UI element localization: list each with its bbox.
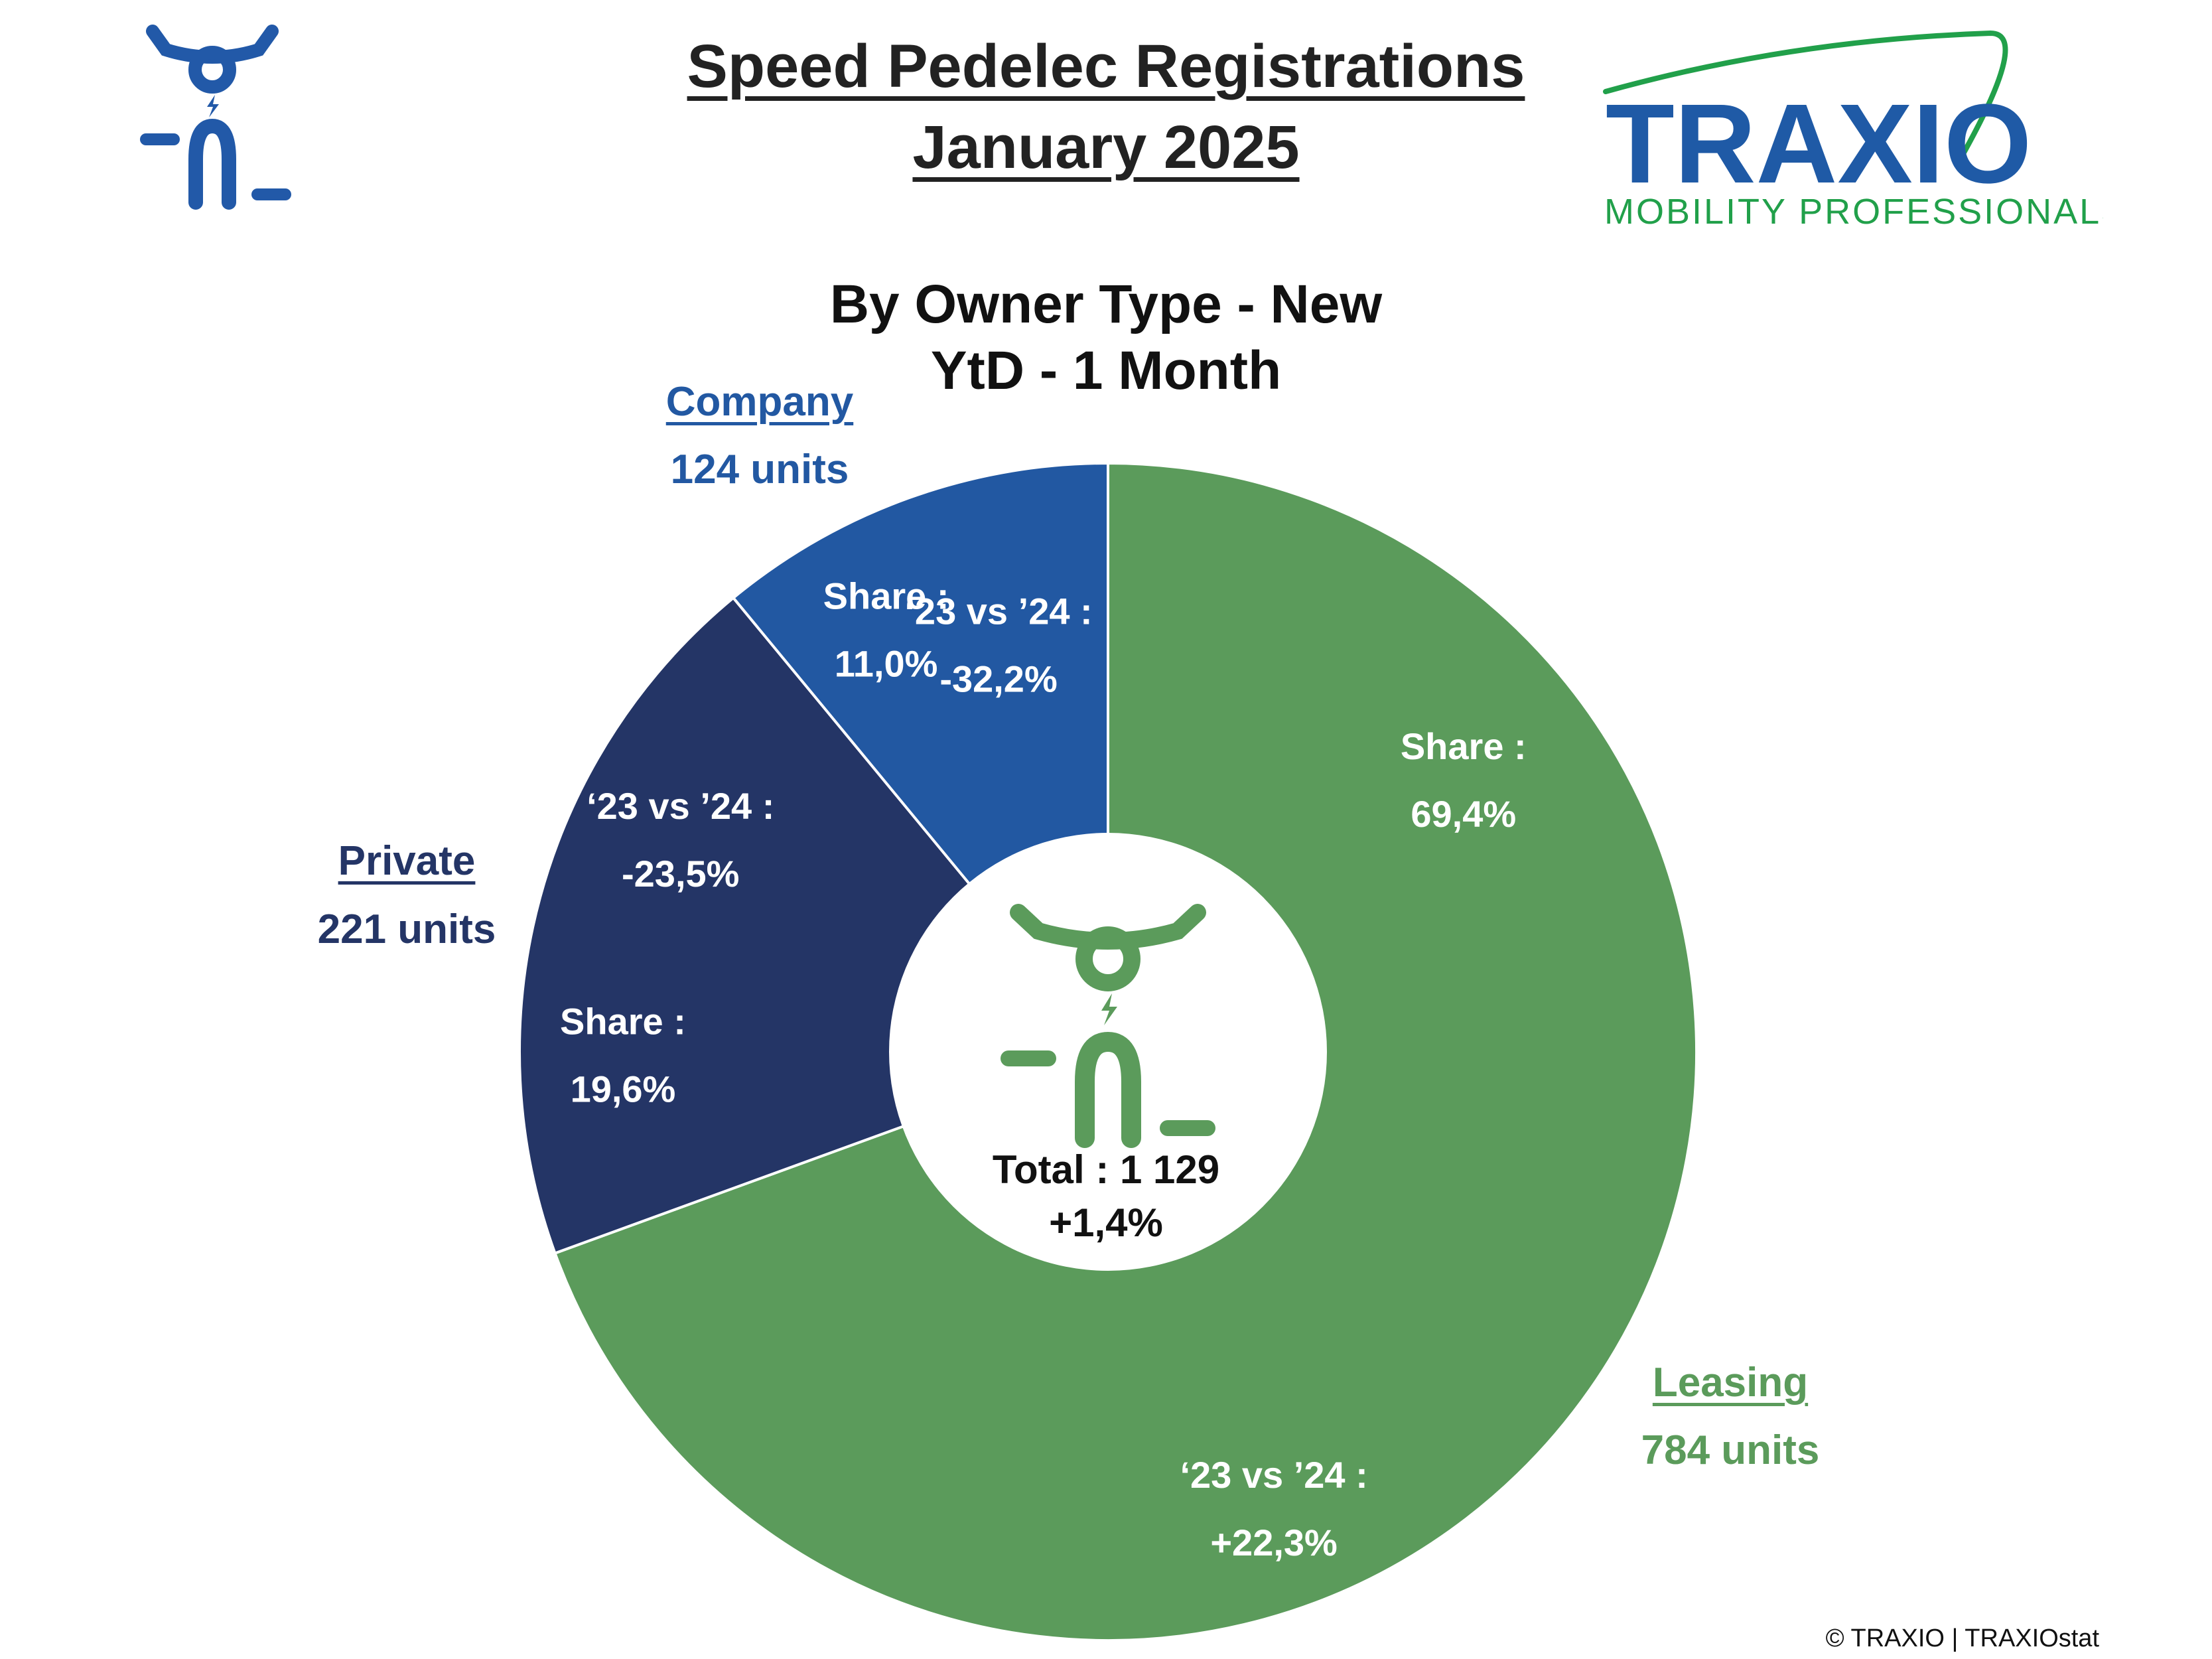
- traxio-wordmark: TRAXIO: [1606, 81, 2032, 207]
- share-caption-company: Share :: [823, 575, 949, 616]
- page-title-line1: Speed Pedelec Registrations: [687, 33, 1525, 100]
- page-title-line2: January 2025: [912, 113, 1300, 181]
- category-units-leasing: 784 units: [1641, 1427, 1820, 1473]
- share-caption-leasing: Share :: [1401, 725, 1527, 767]
- change-caption-private: ‘23 vs ’24 :: [587, 785, 774, 827]
- change-caption-company: ‘23 vs ’24 :: [904, 590, 1092, 632]
- share-value-leasing: 69,4%: [1411, 793, 1516, 835]
- chart-title: By Owner Type - New: [829, 274, 1383, 334]
- share-value-private: 19,6%: [571, 1068, 676, 1110]
- center-scooter-icon: [1001, 904, 1215, 1148]
- share-value-company: 11,0%: [835, 642, 938, 684]
- total-change: +1,4%: [1049, 1200, 1163, 1245]
- total-label: Total : 1 129: [992, 1147, 1220, 1192]
- category-name-private: Private: [338, 838, 476, 884]
- change-value-leasing: +22,3%: [1210, 1522, 1338, 1563]
- change-caption-leasing: ‘23 vs ’24 :: [1180, 1454, 1367, 1496]
- category-units-company: 124 units: [670, 447, 849, 492]
- category-name-company: Company: [665, 379, 854, 425]
- category-name-leasing: Leasing: [1652, 1360, 1809, 1406]
- share-caption-private: Share :: [560, 1001, 686, 1043]
- scooter-rider-icon: [140, 25, 291, 210]
- chart-subtitle: YtD - 1 Month: [930, 340, 1282, 401]
- traxio-logo: TRAXIO MOBILITY PROFESSIONALS: [1603, 30, 2103, 232]
- change-value-private: -23,5%: [622, 853, 739, 895]
- traxio-tagline: MOBILITY PROFESSIONALS: [1604, 192, 2103, 232]
- change-value-company: -32,2%: [939, 658, 1057, 699]
- copyright-footer: © TRAXIO | TRAXIOstat: [1825, 1624, 2099, 1652]
- category-units-private: 221 units: [317, 906, 496, 952]
